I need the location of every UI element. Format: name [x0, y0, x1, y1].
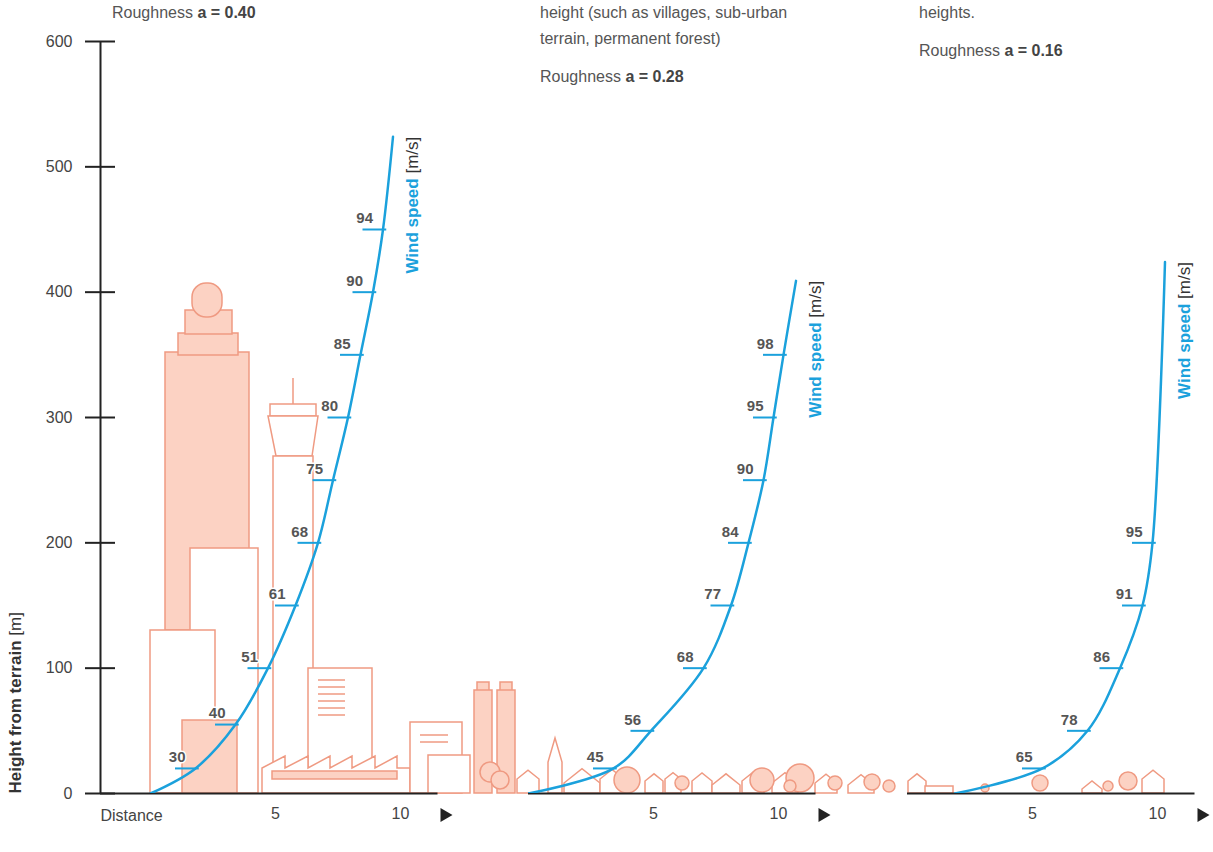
svg-text:0: 0 [64, 785, 73, 802]
svg-text:90: 90 [346, 272, 363, 289]
svg-text:Wind speed [m/s]: Wind speed [m/s] [1175, 262, 1194, 399]
html-text:height (such as villages, sub-: height (such as villages, sub-urban terr… [540, 4, 788, 47]
svg-text:75: 75 [306, 460, 323, 477]
svg-text:10: 10 [392, 805, 410, 822]
svg-text:68: 68 [677, 648, 694, 665]
html-text:Roughness a = 0.16: Roughness a = 0.16 [919, 42, 1063, 59]
svg-text:65: 65 [1016, 748, 1033, 765]
svg-text:40: 40 [209, 704, 226, 721]
svg-text:61: 61 [269, 585, 286, 602]
html-text:Roughness a = 0.28: Roughness a = 0.28 [540, 68, 684, 85]
html-text:heights.: heights. [919, 4, 975, 21]
svg-text:86: 86 [1093, 648, 1110, 665]
svg-text:95: 95 [747, 397, 764, 414]
svg-text:95: 95 [1126, 523, 1143, 540]
svg-text:51: 51 [241, 648, 258, 665]
svg-text:91: 91 [1116, 585, 1133, 602]
svg-text:84: 84 [722, 523, 739, 540]
svg-text:68: 68 [291, 523, 308, 540]
svg-text:90: 90 [737, 460, 754, 477]
svg-text:Distance: Distance [101, 807, 163, 824]
svg-text:10: 10 [1149, 805, 1167, 822]
svg-text:45: 45 [587, 748, 604, 765]
svg-text:78: 78 [1061, 711, 1078, 728]
svg-text:600: 600 [46, 33, 73, 50]
svg-text:56: 56 [624, 711, 641, 728]
svg-text:200: 200 [46, 534, 73, 551]
svg-text:30: 30 [169, 748, 186, 765]
svg-text:5: 5 [1028, 805, 1037, 822]
svg-text:300: 300 [46, 409, 73, 426]
svg-text:Wind speed [m/s]: Wind speed [m/s] [403, 137, 422, 274]
svg-text:5: 5 [649, 805, 658, 822]
svg-text:5: 5 [271, 805, 280, 822]
svg-text:77: 77 [704, 585, 721, 602]
svg-text:Wind speed [m/s]: Wind speed [m/s] [806, 281, 825, 418]
svg-text:10: 10 [770, 805, 788, 822]
html-text:Roughness a = 0.40: Roughness a = 0.40 [112, 4, 256, 21]
svg-text:500: 500 [46, 158, 73, 175]
svg-text:98: 98 [757, 335, 774, 352]
svg-text:100: 100 [46, 659, 73, 676]
svg-text:Height from terrain [m]: Height from terrain [m] [6, 612, 25, 793]
svg-text:85: 85 [334, 335, 351, 352]
svg-text:400: 400 [46, 283, 73, 300]
svg-text:80: 80 [321, 397, 338, 414]
svg-text:94: 94 [356, 209, 373, 226]
